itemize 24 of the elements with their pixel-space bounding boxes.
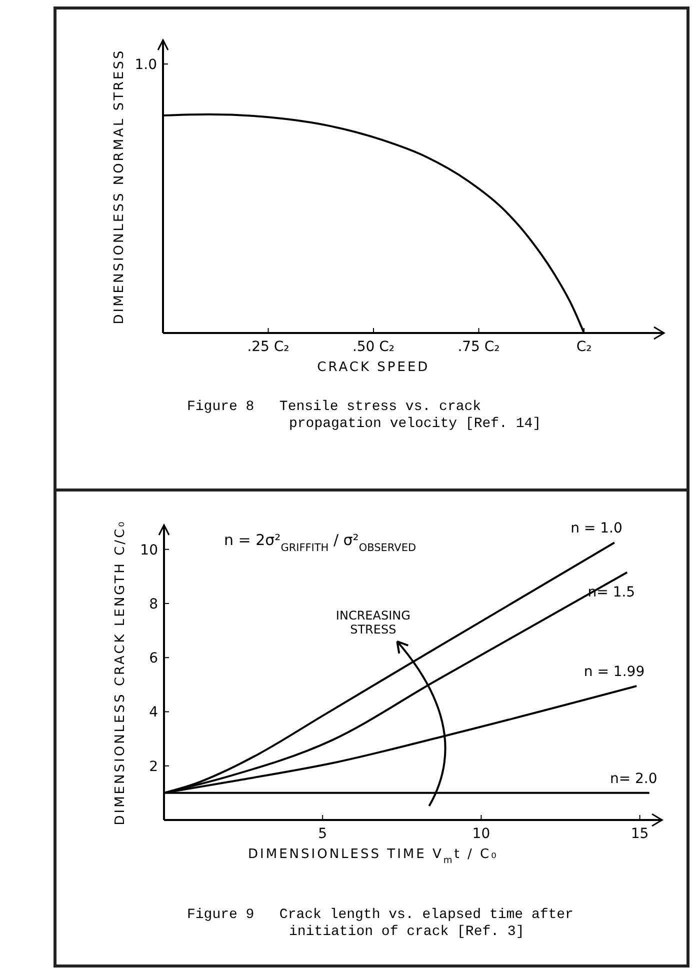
x-tick-label: 5 xyxy=(318,826,328,842)
x-tick-label: .50 C₂ xyxy=(352,339,395,355)
annotation: INCREASING STRESS xyxy=(336,608,410,636)
x-tick-label: C₂ xyxy=(576,339,592,355)
annotation: n = 2σ²$_{GRIFFITH}$ / σ²$_{OBSERVED}$ xyxy=(224,531,416,554)
y-tick-label: 10 xyxy=(140,542,158,558)
y-tick-label: 8 xyxy=(149,596,158,612)
text: 1.0 xyxy=(134,57,157,73)
x-tick-label: 15 xyxy=(630,826,649,842)
series-label: n = 1.99 xyxy=(584,664,645,680)
x-axis-title: CRACK SPEED xyxy=(317,360,430,375)
x-axis-title: DIMENSIONLESS TIME V$_{m}$t / C₀ xyxy=(248,847,498,866)
series-label: n = 1.0 xyxy=(570,520,622,537)
y-axis-title: DIMENSIONLESS CRACK LENGTH C/C₀ xyxy=(113,520,128,826)
x-tick-label: .25 C₂ xyxy=(247,339,290,355)
y-axis-title: DIMENSIONLESS NORMAL STRESS xyxy=(112,48,127,324)
y-tick-label: 4 xyxy=(149,704,158,721)
series-label: n= 2.0 xyxy=(610,770,658,787)
x-tick-label: .75 C₂ xyxy=(458,339,500,355)
caption: Figure 8 Tensile stress vs. crack propagation velocity [Ref. 14] xyxy=(187,399,542,432)
y-tick-label: 2 xyxy=(149,758,158,775)
y-tick-label: 6 xyxy=(149,650,158,667)
x-tick-label: 10 xyxy=(472,826,490,842)
caption: Figure 9 Crack length vs. elapsed time after initiation of crack [Ref. 3] xyxy=(187,907,574,940)
